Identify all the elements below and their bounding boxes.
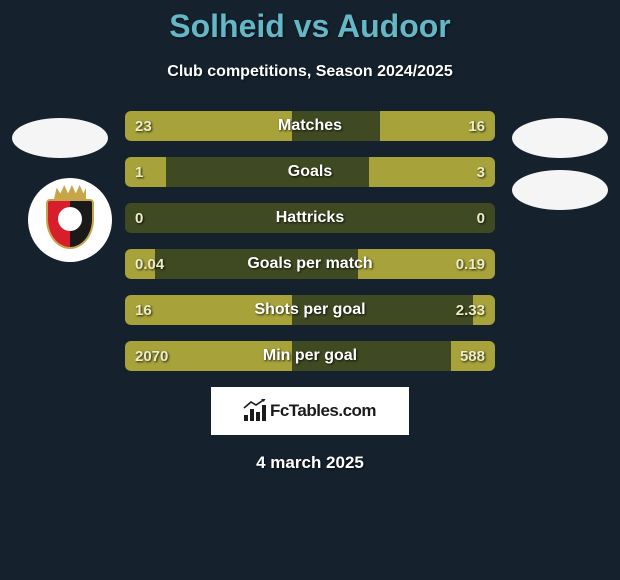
club-lion-icon [58,207,82,231]
stat-row: 2316Matches [125,111,495,141]
comparison-bars: 2316Matches 13Goals 00Hattricks 0.040.19Goa… [125,111,495,371]
stat-row: 0.040.19Goals per match [125,249,495,279]
player1-club-badge [28,178,112,262]
stat-row: 00Hattricks [125,203,495,233]
stat-label: Goals per match [125,249,495,279]
stat-label: Hattricks [125,203,495,233]
stat-row: 2070588Min per goal [125,341,495,371]
club-crest-icon [40,185,100,255]
date-label: 4 march 2025 [0,453,620,473]
stat-row: 13Goals [125,157,495,187]
stat-label: Shots per goal [125,295,495,325]
stat-label: Goals [125,157,495,187]
player2-avatar-placeholder [512,118,608,158]
player1-avatar-placeholder [12,118,108,158]
club-crown-icon [54,185,86,199]
fctables-arrow-icon [243,399,267,409]
stat-row: 162.33Shots per goal [125,295,495,325]
fctables-chart-icon [244,401,266,421]
fctables-logo-text: FcTables.com [270,401,376,421]
stat-label: Matches [125,111,495,141]
subtitle: Club competitions, Season 2024/2025 [0,63,620,81]
fctables-logo: FcTables.com [211,387,409,435]
stat-label: Min per goal [125,341,495,371]
player2-club-placeholder [512,170,608,210]
page-title: Solheid vs Audoor [0,0,620,45]
